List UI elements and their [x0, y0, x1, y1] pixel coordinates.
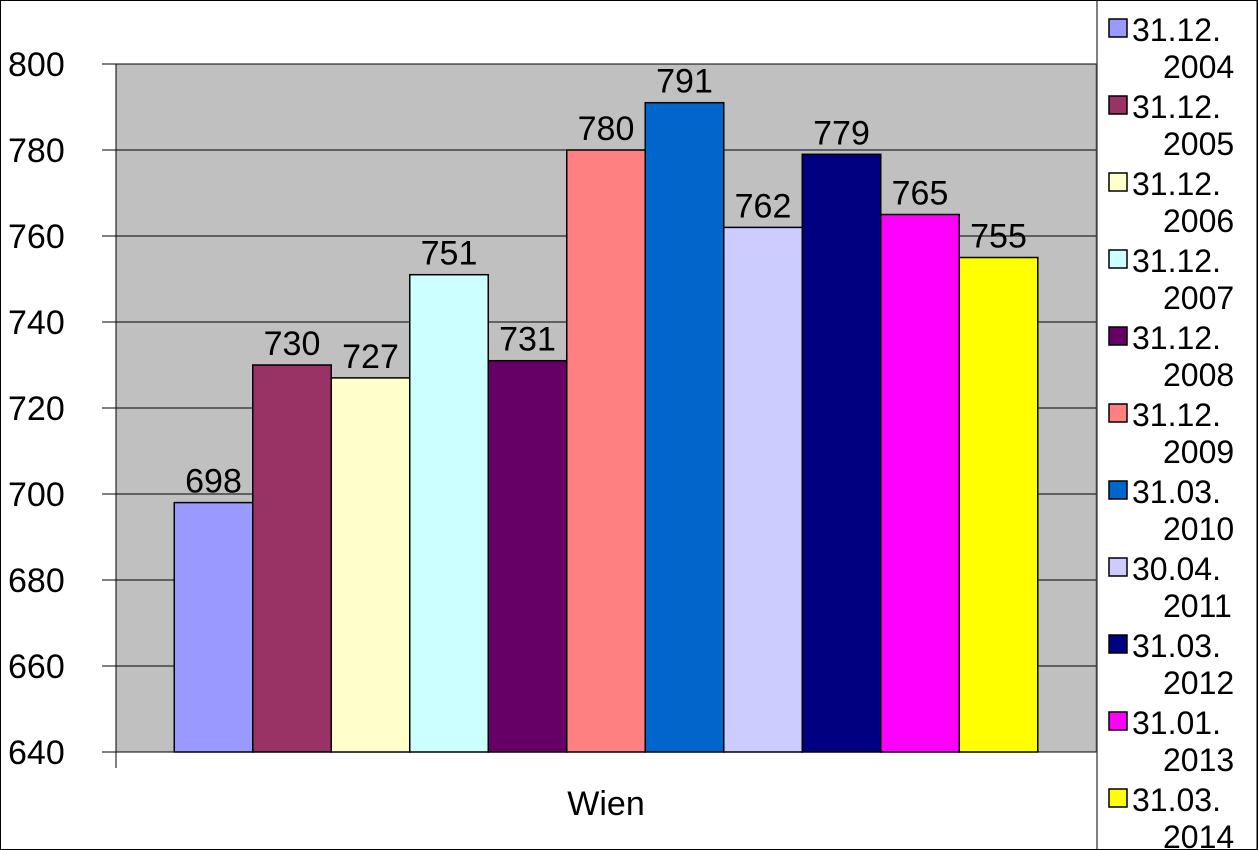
bar-7: [644, 101, 725, 753]
bar-4: [409, 273, 489, 753]
legend-label: 31.03. 2012: [1132, 628, 1234, 701]
legend-swatch: [1108, 557, 1128, 577]
legend-label: 31.12. 2004: [1132, 12, 1234, 85]
legend-swatch: [1108, 326, 1128, 346]
bar-3: [330, 377, 411, 753]
legend-item: 31.12. 2006: [1108, 166, 1234, 239]
legend-swatch: [1108, 172, 1128, 192]
legend-swatch: [1108, 18, 1128, 38]
bars: [173, 101, 1039, 753]
data-label-4: 751: [421, 235, 478, 273]
legend-swatch: [1108, 249, 1128, 269]
legend-item: 30.04. 2011: [1108, 551, 1232, 624]
legend-box: [1096, 0, 1258, 850]
bar-5: [487, 359, 568, 753]
data-label-1: 698: [185, 463, 242, 501]
y-tick-label: 700: [8, 476, 65, 514]
bar-11: [958, 256, 1039, 753]
legend-label: 30.04. 2011: [1132, 551, 1232, 624]
bar-6: [566, 149, 646, 753]
legend-swatch: [1108, 634, 1128, 654]
bar-9: [801, 153, 882, 753]
data-label-7: 791: [656, 63, 713, 101]
bar-10: [880, 213, 960, 753]
x-tick-label: Wien: [567, 785, 644, 823]
legend-label: 31.12. 2008: [1132, 320, 1234, 393]
legend-swatch: [1108, 788, 1128, 808]
legend-item: 31.03. 2010: [1108, 474, 1234, 547]
legend-item: 31.12. 2009: [1108, 397, 1234, 470]
y-tick-label: 720: [8, 390, 65, 428]
data-label-8: 762: [735, 187, 792, 225]
y-tick-label: 780: [8, 132, 65, 170]
legend-item: 31.03. 2012: [1108, 628, 1234, 701]
legend-item: 31.03. 2014: [1108, 782, 1234, 850]
y-tick-label: 640: [8, 734, 65, 772]
value-labels: 698 730 727 751 731 780 791 762 779 765 755: [185, 63, 1027, 501]
legend-item: 31.12. 2005: [1108, 89, 1234, 162]
bar-1: [173, 501, 254, 753]
y-tick-label: 740: [8, 304, 65, 342]
legend-label: 31.03. 2014: [1132, 782, 1234, 850]
legend-swatch: [1108, 403, 1128, 423]
data-label-9: 779: [813, 114, 870, 152]
y-tick-label: 800: [8, 46, 65, 84]
data-label-5: 731: [499, 321, 556, 359]
legend-swatch: [1108, 480, 1128, 500]
data-label-11: 755: [970, 218, 1027, 256]
bar-2: [252, 364, 332, 753]
legend-item: 31.12. 2004: [1108, 12, 1234, 85]
legend-item: 31.12. 2008: [1108, 320, 1234, 393]
data-label-6: 780: [578, 110, 635, 148]
legend-swatch: [1108, 95, 1128, 115]
legend-label: 31.12. 2006: [1132, 166, 1234, 239]
bar-8: [723, 226, 803, 753]
legend-item: 31.01. 2013: [1108, 705, 1234, 778]
data-label-3: 727: [342, 338, 399, 376]
legend-item: 31.12. 2007: [1108, 243, 1234, 316]
y-tick-label: 680: [8, 562, 65, 600]
y-tick-label: 660: [8, 648, 65, 686]
legend-label: 31.12. 2009: [1132, 397, 1234, 470]
y-tick-label: 760: [8, 218, 65, 256]
legend-swatch: [1108, 711, 1128, 731]
data-label-10: 765: [892, 175, 949, 213]
legend-label: 31.12. 2007: [1132, 243, 1234, 316]
legend-label: 31.03. 2010: [1132, 474, 1234, 547]
legend-label: 31.12. 2005: [1132, 89, 1234, 162]
data-label-2: 730: [264, 325, 321, 363]
legend-label: 31.01. 2013: [1132, 705, 1234, 778]
y-axis: 640 660 680 700 720 740 760 780 800: [8, 46, 1096, 772]
